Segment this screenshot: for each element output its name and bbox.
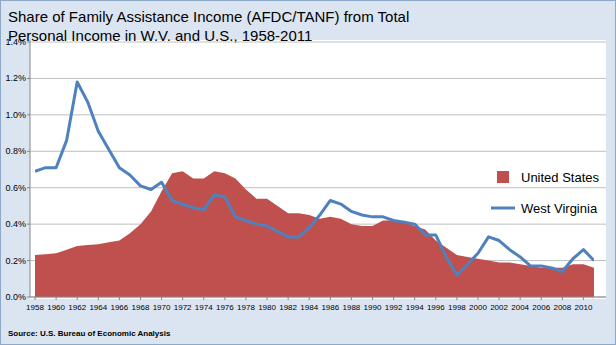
legend-label: West Virginia <box>521 201 598 216</box>
line-series <box>35 82 594 275</box>
x-tick-label: 1958 <box>26 303 44 312</box>
x-tick <box>119 297 120 300</box>
plot-background <box>30 40 606 299</box>
x-tick-label: 2002 <box>490 303 508 312</box>
x-axis <box>30 297 606 298</box>
grid-line <box>30 151 606 152</box>
x-tick <box>393 297 394 300</box>
x-tick-label: 1966 <box>110 303 128 312</box>
x-tick <box>330 297 331 300</box>
grid-line <box>30 187 606 188</box>
x-tick <box>562 297 563 300</box>
grid-line <box>30 78 606 79</box>
x-tick-label: 2008 <box>553 303 571 312</box>
y-tick-label: 0.0% <box>5 292 26 302</box>
x-tick-label: 1982 <box>279 303 297 312</box>
x-tick-label: 1998 <box>448 303 466 312</box>
x-tick-label: 1984 <box>300 303 318 312</box>
y-tick-label: 0.2% <box>5 256 26 266</box>
y-tick-label: 0.6% <box>5 183 26 193</box>
chart-background <box>1 1 616 345</box>
chart: Share of Family Assistance Income (AFDC/… <box>0 0 616 345</box>
annotation: Source: U.S. Bureau of Economic Analysis <box>8 329 171 338</box>
x-tick <box>161 297 162 300</box>
x-tick <box>140 297 141 300</box>
x-tick <box>372 297 373 300</box>
x-tick <box>98 297 99 300</box>
x-tick <box>499 297 500 300</box>
x-tick <box>351 297 352 300</box>
legend-swatch <box>491 207 515 210</box>
x-tick <box>520 297 521 300</box>
x-tick-label: 1986 <box>321 303 339 312</box>
x-tick <box>456 297 457 300</box>
grid-line <box>30 114 606 115</box>
x-tick-label: 1980 <box>258 303 276 312</box>
x-tick-label: 1960 <box>47 303 65 312</box>
x-tick-label: 1964 <box>89 303 107 312</box>
x-tick-label: 1978 <box>237 303 255 312</box>
x-tick <box>35 297 36 300</box>
x-tick <box>309 297 310 300</box>
y-tick-label: 0.4% <box>5 219 26 229</box>
x-tick <box>414 297 415 300</box>
grid-line <box>30 297 606 298</box>
x-tick <box>541 297 542 300</box>
x-tick-label: 1996 <box>427 303 445 312</box>
legend-label: United States <box>521 170 600 185</box>
x-tick <box>182 297 183 300</box>
x-tick-label: 2006 <box>532 303 550 312</box>
x-tick-label: 1976 <box>216 303 234 312</box>
legend-swatch <box>497 171 509 183</box>
x-tick-label: 1972 <box>174 303 192 312</box>
x-tick-label: 1962 <box>68 303 86 312</box>
y-tick-label: 1.0% <box>5 110 26 120</box>
x-tick-label: 2000 <box>469 303 487 312</box>
x-tick-label: 2010 <box>575 303 593 312</box>
x-tick <box>203 297 204 300</box>
x-tick-label: 1992 <box>385 303 403 312</box>
y-axis <box>30 40 31 297</box>
x-tick-label: 1970 <box>153 303 171 312</box>
x-tick <box>267 297 268 300</box>
area-series <box>35 171 594 297</box>
x-tick <box>288 297 289 300</box>
x-tick-label: 1974 <box>195 303 213 312</box>
x-tick <box>224 297 225 300</box>
x-tick-label: 1988 <box>343 303 361 312</box>
y-tick-label: 1.4% <box>5 37 26 47</box>
title-line: Personal Income in W.V. and U.S., 1958-2… <box>8 27 312 44</box>
title: Share of Family Assistance Income (AFDC/… <box>8 8 409 44</box>
x-tick <box>435 297 436 300</box>
x-tick-label: 1990 <box>364 303 382 312</box>
x-tick <box>56 297 57 300</box>
x-tick <box>583 297 584 300</box>
grid-line <box>30 42 606 43</box>
x-tick-label: 2004 <box>511 303 529 312</box>
x-tick-label: 1968 <box>132 303 150 312</box>
title-line: Share of Family Assistance Income (AFDC/… <box>8 8 409 25</box>
y-tick-label: 1.2% <box>5 73 26 83</box>
x-tick-label: 1994 <box>406 303 424 312</box>
x-tick <box>245 297 246 300</box>
plot-marks <box>35 82 594 297</box>
y-tick-label: 0.8% <box>5 146 26 156</box>
x-tick <box>77 297 78 300</box>
x-tick <box>477 297 478 300</box>
